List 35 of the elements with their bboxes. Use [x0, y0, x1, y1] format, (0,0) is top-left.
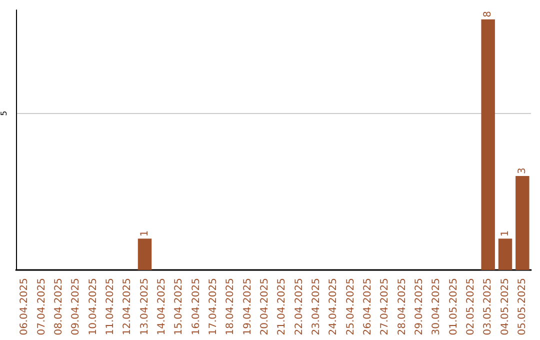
x-tick-label: 07.04.2025: [36, 278, 48, 336]
x-tick-label: 05.05.2025: [516, 278, 528, 336]
x-tick-label: 18.04.2025: [225, 278, 236, 336]
x-tick-label: 30.04.2025: [431, 278, 442, 336]
x-tick-label: 10.04.2025: [88, 278, 99, 336]
x-tick-label: 04.05.2025: [500, 278, 511, 336]
x-tick-label: 28.04.2025: [396, 278, 408, 336]
x-tick-label: 06.04.2025: [19, 278, 30, 336]
data-label: 1: [139, 230, 150, 237]
x-tick-label: 17.04.2025: [208, 278, 219, 336]
x-tick-label: 08.04.2025: [53, 278, 64, 336]
x-tick-label: 25.04.2025: [345, 278, 356, 336]
x-tick-label: 11.04.2025: [104, 278, 116, 336]
x-tick-label: 20.04.2025: [259, 278, 270, 336]
x-tick-label: 21.04.2025: [276, 278, 288, 336]
x-tick-label: 29.04.2025: [414, 278, 425, 336]
data-label: 3: [516, 168, 528, 174]
x-tick-label: 16.04.2025: [190, 278, 202, 336]
x-tick-label: 03.05.2025: [482, 278, 494, 336]
x-tick-label: 09.04.2025: [70, 278, 82, 336]
x-tick-label: 22.04.2025: [294, 278, 305, 336]
y-tick-label: 5: [0, 110, 8, 116]
x-tick-label: 13.04.2025: [139, 278, 150, 336]
x-tick-label: 23.04.2025: [310, 278, 322, 336]
x-tick-label: 14.04.2025: [156, 278, 168, 336]
data-label: 1: [500, 230, 511, 237]
x-tick-label: 24.04.2025: [328, 278, 340, 336]
x-tick-label: 01.05.2025: [448, 278, 460, 336]
data-label: 8: [482, 11, 494, 18]
x-tick-label: 02.05.2025: [465, 278, 476, 336]
x-tick-label: 26.04.2025: [362, 278, 374, 336]
x-tick-label: 12.04.2025: [122, 278, 134, 336]
x-tick-label: 27.04.2025: [380, 278, 391, 336]
x-tick-label: 19.04.2025: [242, 278, 254, 336]
x-tick-label: 15.04.2025: [174, 278, 185, 336]
